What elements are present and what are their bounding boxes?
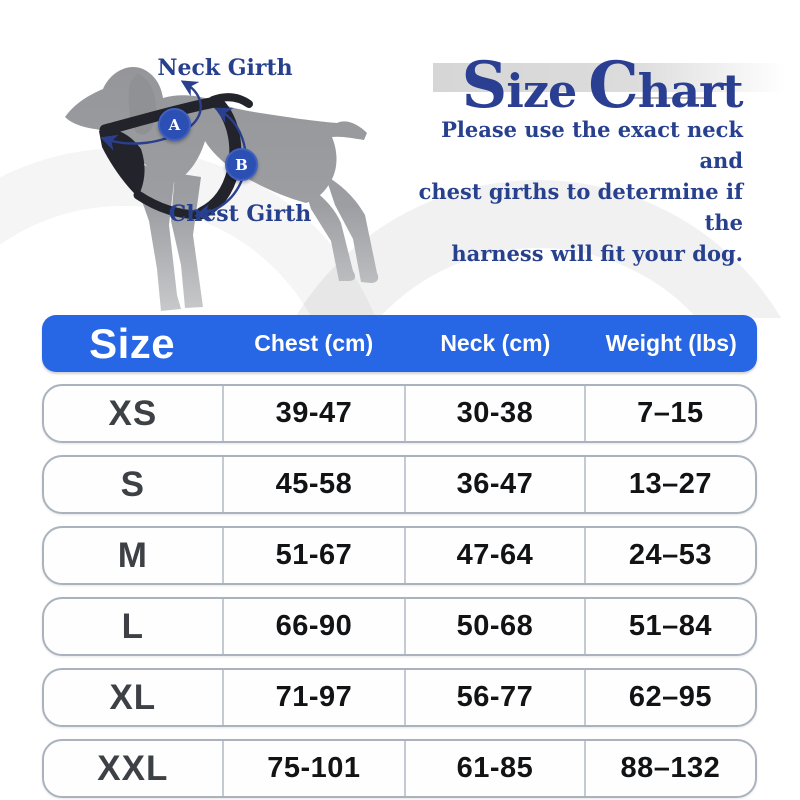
cell-size: XL	[109, 677, 157, 717]
chest-measure-badge: B	[225, 148, 258, 181]
size-table: Size Chest (cm) Neck (cm) Weight (lbs) X…	[42, 315, 757, 798]
title-underline	[630, 97, 706, 99]
subtitle-line: harness will fit your dog.	[451, 241, 743, 266]
page-title-word-2: Chart	[588, 46, 743, 122]
table-row: M 51-67 47-64 24–53	[42, 526, 757, 585]
column-header-size: Size	[89, 319, 176, 367]
table-row: XXL 75-101 61-85 88–132	[42, 739, 757, 798]
cell-size: L	[121, 606, 145, 646]
dog-near-rear-leg	[303, 183, 356, 281]
cell-weight: 24–53	[583, 528, 755, 583]
cell-chest: 66-90	[221, 599, 404, 654]
dog-measurement-diagram: A B Neck Girth Chest Girth	[35, 25, 425, 318]
cell-size: XS	[108, 393, 158, 433]
cell-chest: 39-47	[221, 386, 404, 441]
page-title-word-1: Size	[461, 46, 578, 122]
page-title: Size Chart	[420, 47, 784, 122]
cell-chest: 45-58	[221, 457, 404, 512]
subtitle-line: chest girths to determine if the	[418, 179, 743, 235]
dog-far-rear-leg	[325, 175, 379, 283]
harness-back-strap	[209, 93, 253, 108]
badge-b-letter: B	[235, 155, 248, 174]
badge-a-letter: A	[168, 115, 181, 134]
cell-size: M	[117, 535, 148, 575]
neck-measure-badge: A	[158, 108, 191, 141]
table-row: XL 71-97 56-77 62–95	[42, 668, 757, 727]
chest-girth-label: Chest Girth	[168, 201, 312, 227]
cell-neck: 50-68	[404, 599, 584, 654]
cell-neck: 47-64	[404, 528, 584, 583]
cell-size: S	[120, 464, 145, 504]
neck-girth-label: Neck Girth	[157, 55, 293, 81]
table-row: S 45-58 36-47 13–27	[42, 455, 757, 514]
column-header-weight: Weight (lbs)	[605, 330, 737, 356]
dog-illustration	[65, 67, 379, 311]
column-header-neck: Neck (cm)	[440, 330, 551, 356]
title-background-band	[433, 63, 800, 92]
hero-section: Size Chart Please use the exact neck and …	[0, 0, 800, 318]
column-header-chest: Chest (cm)	[254, 330, 374, 356]
cell-weight: 51–84	[583, 599, 755, 654]
cell-neck: 61-85	[404, 741, 584, 796]
cell-weight: 88–132	[583, 741, 755, 796]
table-header-row: Size Chest (cm) Neck (cm) Weight (lbs)	[42, 315, 757, 372]
cell-chest: 71-97	[221, 670, 404, 725]
cell-weight: 7–15	[583, 386, 755, 441]
subtitle-line: Please use the exact neck and	[441, 117, 743, 173]
subtitle: Please use the exact neck and chest girt…	[391, 114, 743, 269]
cell-weight: 62–95	[583, 670, 755, 725]
cell-size: XXL	[97, 748, 169, 788]
cell-chest: 51-67	[221, 528, 404, 583]
cell-neck: 56-77	[404, 670, 584, 725]
table-row: XS 39-47 30-38 7–15	[42, 384, 757, 443]
cell-neck: 30-38	[404, 386, 584, 441]
cell-neck: 36-47	[404, 457, 584, 512]
cell-weight: 13–27	[583, 457, 755, 512]
cell-chest: 75-101	[221, 741, 404, 796]
table-row: L 66-90 50-68 51–84	[42, 597, 757, 656]
